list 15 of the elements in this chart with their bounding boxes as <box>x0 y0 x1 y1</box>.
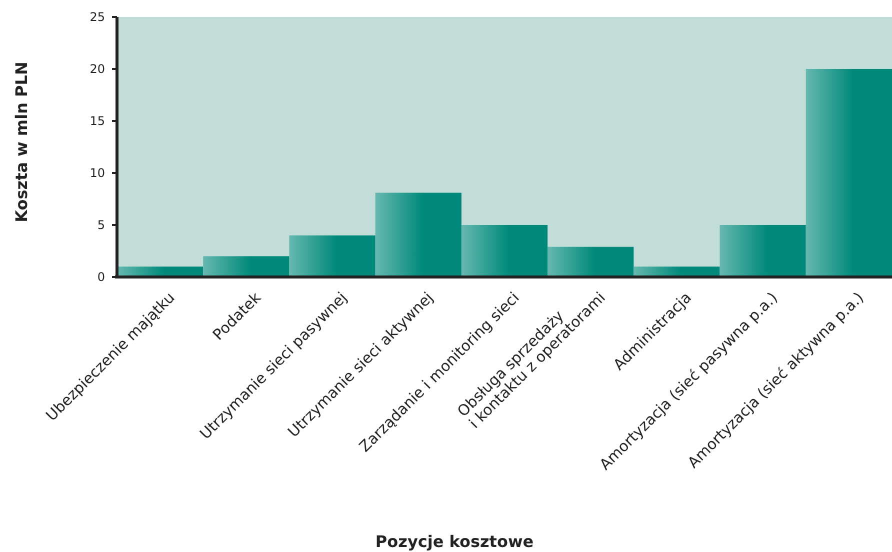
y-tick-label: 25 <box>90 10 105 24</box>
bar <box>720 225 806 277</box>
x-axis-title: Pozycje kosztowe <box>375 532 534 551</box>
y-tick-label: 10 <box>90 166 105 180</box>
bar <box>806 69 892 277</box>
bar <box>375 192 462 277</box>
bar <box>461 225 548 277</box>
y-axis-title: Koszta w mln PLN <box>12 62 31 222</box>
y-tick-label: 5 <box>97 218 105 232</box>
y-tick-label: 20 <box>90 62 105 76</box>
bar <box>289 235 376 277</box>
y-tick-label: 0 <box>97 270 105 284</box>
y-tick-label: 15 <box>90 114 105 128</box>
bar <box>203 256 290 277</box>
bar <box>548 246 634 277</box>
